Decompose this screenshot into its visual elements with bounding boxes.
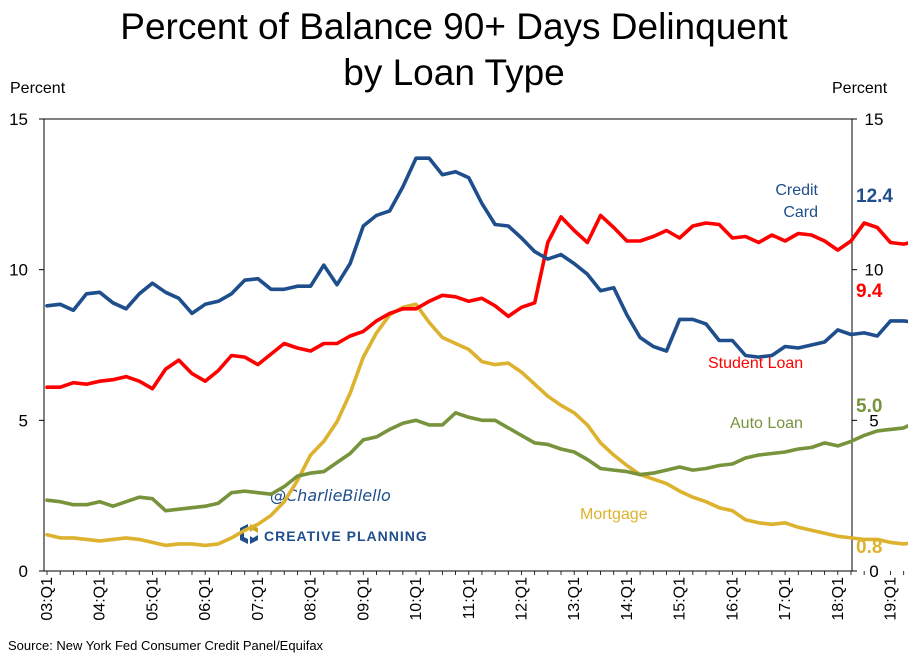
chart-title-line1: Percent of Balance 90+ Days Delinquent [120, 6, 788, 47]
plot-frame [43, 118, 853, 572]
watermark-brand: CREATIVE PLANNING [264, 528, 428, 544]
y-tick-label-right: 15 [865, 110, 884, 129]
series-label-credit-card-line2: Card [783, 204, 818, 221]
x-tick-label: 03:Q1 [39, 577, 56, 621]
x-tick-label: 12:Q1 [513, 577, 530, 621]
x-tick-label: 05:Q1 [144, 577, 161, 621]
y-axis-unit-left: Percent [10, 80, 66, 97]
end-value-student-loan: 9.4 [856, 281, 883, 302]
y-tick-label-right: 0 [869, 562, 878, 581]
x-tick-label: 16:Q1 [724, 577, 741, 621]
x-tick-label: 11:Q1 [461, 577, 478, 620]
series-label-auto-loan: Auto Loan [730, 415, 803, 432]
x-tick-label: 08:Q1 [303, 577, 320, 621]
source-note: Source: New York Fed Consumer Credit Pan… [8, 638, 324, 653]
x-tick-label: 04:Q1 [92, 577, 109, 621]
x-tick-label: 14:Q1 [619, 577, 636, 621]
y-tick-label-right: 5 [869, 411, 878, 430]
series-line-auto-loan [45, 410, 908, 513]
y-tick-label-right: 10 [865, 261, 884, 280]
x-tick-label: 18:Q1 [830, 577, 847, 621]
watermark-handle: @CharlieBilello [270, 486, 391, 505]
y-tick-label-left: 10 [9, 261, 28, 280]
x-tick-label: 07:Q1 [250, 577, 267, 621]
x-tick-label: 10:Q1 [408, 577, 425, 621]
y-tick-label-left: 5 [19, 411, 28, 430]
y-tick-label-left: 15 [9, 110, 28, 129]
x-tick-label: 09:Q1 [355, 577, 372, 621]
series-label-credit-card-line1: Credit [775, 182, 818, 199]
x-tick-label: 06:Q1 [197, 577, 214, 621]
series-line-credit-card [45, 156, 908, 359]
x-tick-label: 19:Q1 [883, 577, 900, 621]
y-tick-label-left: 0 [19, 562, 28, 581]
end-value-mortgage: 0.8 [856, 537, 882, 558]
end-value-auto-loan: 5.0 [856, 396, 882, 417]
x-tick-label: 15:Q1 [672, 577, 689, 621]
series-line-mortgage [45, 302, 908, 548]
series-line-student-loan [45, 213, 908, 391]
series-label-mortgage: Mortgage [580, 506, 648, 523]
chart-title-line2: by Loan Type [343, 52, 565, 93]
x-tick-label: 13:Q1 [566, 577, 583, 621]
x-tick-label: 17:Q1 [777, 577, 794, 621]
y-axis-unit-right: Percent [832, 80, 888, 97]
series-label-student-loan: Student Loan [708, 355, 803, 372]
end-value-credit-card: 12.4 [856, 186, 893, 207]
logo-shape-bottom [250, 535, 258, 544]
